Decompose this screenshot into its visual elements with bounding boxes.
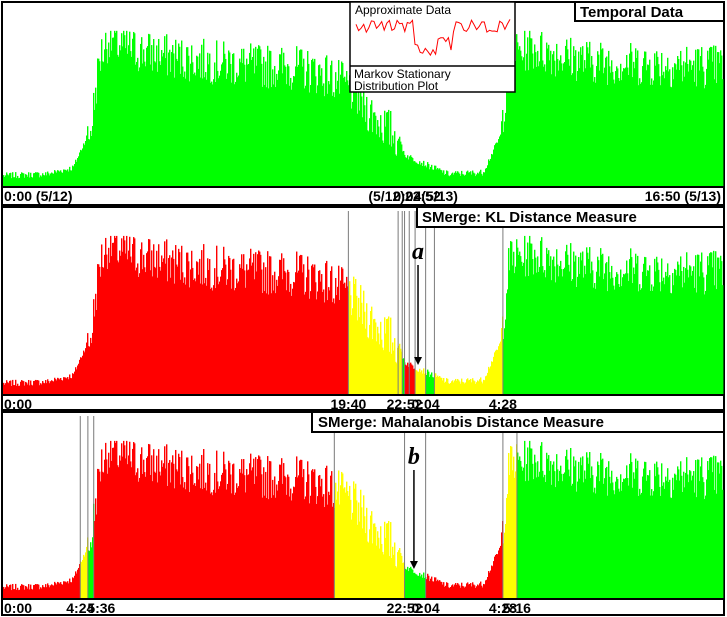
annotation-label: b (408, 444, 420, 470)
x-tick-label: 0:00 (5/12) (4, 188, 72, 204)
panel-title: SMerge: Mahalanobis Distance Measure (318, 414, 604, 431)
x-tick-label: 0:04(5/13) (393, 188, 458, 204)
x-tick-label: 4:28 (489, 396, 517, 412)
x-tick-label: 19:40 (330, 396, 366, 412)
legend-box: SMerge: KL Distance Measure (417, 207, 724, 227)
area-bar (722, 285, 723, 395)
panel-temporal: 0:00 (5/12) (5/12)22:520:04(5/13) 16:50 (5… (2, 2, 724, 205)
x-tick-label: 0:04 (412, 396, 440, 412)
x-tick-label: 5:36 (87, 600, 115, 616)
x-tick-label: 0:00 (4, 396, 32, 412)
panel-title: Temporal Data (580, 4, 684, 21)
inset-bottom-label-2: Distribution Plot (354, 79, 439, 93)
panel-mahalanobis: 0:00 4:245:36 22:520:04 4:285:16 SMerge: Ma… (2, 412, 724, 616)
panel-title: SMerge: KL Distance Measure (422, 209, 637, 226)
legend-box: Temporal Data (575, 2, 724, 21)
x-tick-label: 0:00 (4, 600, 32, 616)
x-tick-label: 5:16 (503, 600, 531, 616)
inset-top-label: Approximate Data (355, 3, 451, 17)
legend-box: SMerge: Mahalanobis Distance Measure (312, 412, 724, 432)
x-tick-label: 0:04 (412, 600, 440, 616)
area-bar (722, 79, 723, 187)
area-bar (722, 490, 723, 599)
annotation-label: a (412, 239, 424, 265)
x-tick-label: 16:50 (5/13) (645, 188, 721, 204)
panel-kl: 0:00 19:40 22:520:04 4:28 SMerge: KL Distan… (2, 207, 724, 412)
inset-plot: Approximate Data Markov Stationary Distr… (350, 2, 515, 93)
